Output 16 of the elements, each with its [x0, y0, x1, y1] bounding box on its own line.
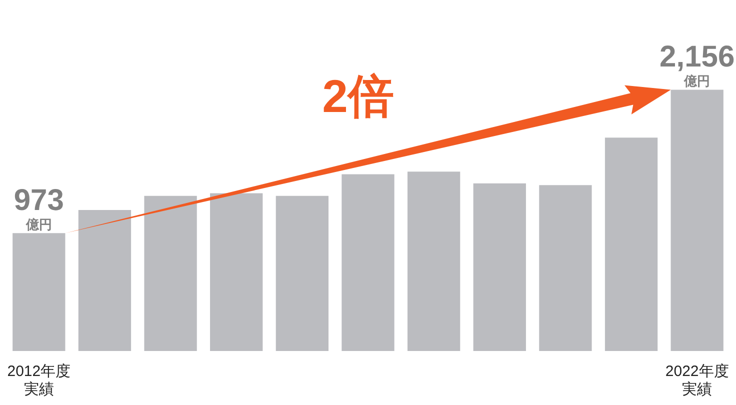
bar: [144, 196, 197, 351]
bar: [473, 183, 526, 351]
bar: [604, 138, 658, 351]
bar: [276, 196, 329, 351]
bar: [670, 90, 724, 351]
x-tick-label: 2012年度実績: [7, 363, 71, 398]
data-label: 2,156 億円: [660, 40, 735, 89]
annotation: 2倍: [322, 70, 394, 122]
bar: [342, 174, 394, 351]
bar: [12, 233, 66, 351]
bar: [539, 185, 592, 351]
x-tick-label: 2022年度実績: [665, 363, 729, 398]
bar: [78, 210, 132, 351]
bar: [210, 193, 263, 351]
bar: [407, 172, 460, 351]
data-label: 973 億円: [14, 184, 64, 232]
